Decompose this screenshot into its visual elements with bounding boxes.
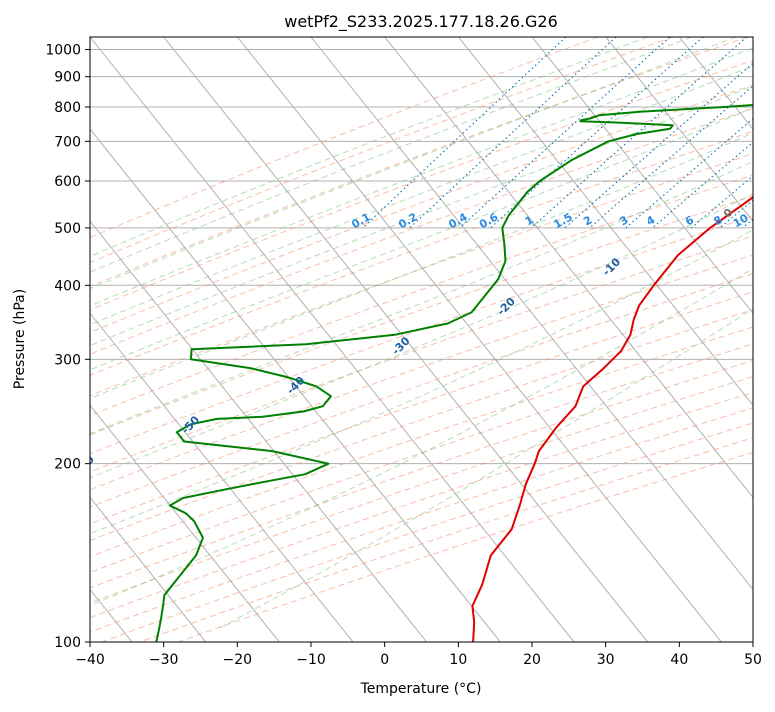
isotherm-line <box>606 37 775 642</box>
y-tick-label: 1000 <box>45 43 81 59</box>
dry-adiabat <box>0 37 775 647</box>
dry-adiabat <box>0 37 748 647</box>
moist-adiabat <box>0 37 648 629</box>
mixing-ratio-line <box>363 37 566 228</box>
y-tick-label: 500 <box>54 221 81 237</box>
isotherm-line <box>532 37 775 642</box>
isotherm-line <box>90 37 574 642</box>
x-axis-title: Temperature (°C) <box>360 681 482 697</box>
dry-adiabat <box>0 37 775 647</box>
dry-adiabat <box>0 37 775 647</box>
dry-adiabat <box>0 37 775 647</box>
x-tick-label: −30 <box>149 652 179 668</box>
isotherm-line <box>0 37 427 642</box>
x-tick-label: −40 <box>75 652 105 668</box>
dry-adiabat <box>0 37 775 647</box>
y-tick-label: 800 <box>54 100 81 116</box>
dry-adiabat <box>0 37 775 647</box>
dry-adiabat <box>0 37 775 647</box>
y-tick-label: 300 <box>54 352 81 368</box>
dry-adiabat <box>0 37 775 647</box>
isotherm-label: -10 <box>600 255 623 278</box>
y-tick-label: 700 <box>54 134 81 150</box>
dry-adiabat <box>0 37 775 647</box>
x-tick-label: 20 <box>523 652 541 668</box>
mixing-ratio-line <box>531 37 747 228</box>
y-tick-label: 100 <box>54 635 81 651</box>
dry-adiabat <box>0 37 775 647</box>
dry-adiabat <box>12 37 775 647</box>
x-tick-label: −20 <box>223 652 253 668</box>
dewpoint-line <box>156 45 775 643</box>
dry-adiabat <box>0 37 775 647</box>
mixing-ratio-line <box>652 37 775 228</box>
isotherm-label: -30 <box>389 334 412 357</box>
dry-adiabat <box>0 37 775 647</box>
y-tick-label: 200 <box>54 457 81 473</box>
x-tick-label: 10 <box>449 652 467 668</box>
x-tick-label: 30 <box>597 652 615 668</box>
isotherm-line <box>237 37 721 642</box>
mixing-ratio-label: 13 <box>758 211 775 230</box>
x-tick-label: 50 <box>744 652 762 668</box>
line-labels: 0.10.20.40.611.52346810131620253036-100-… <box>0 75 775 636</box>
dry-adiabat <box>0 37 775 647</box>
dry-adiabat <box>0 37 775 647</box>
isotherm-label: -20 <box>495 295 518 318</box>
isotherm-line <box>458 37 775 642</box>
dry-adiabat <box>0 37 775 647</box>
mixing-ratio-line <box>770 37 775 228</box>
x-tick-label: −10 <box>296 652 326 668</box>
isotherm-line <box>16 37 500 642</box>
mixing-ratio-line <box>691 37 775 228</box>
isotherm-line <box>0 37 206 642</box>
mixing-ratio-line <box>743 37 775 228</box>
dry-adiabat <box>0 37 775 647</box>
dry-adiabat <box>163 37 775 647</box>
mixing-ratio-line <box>410 37 616 228</box>
plot-frame <box>90 37 753 642</box>
x-tick-label: 40 <box>670 652 688 668</box>
isotherm-line <box>679 37 775 642</box>
background-lines <box>0 37 775 647</box>
y-tick-label: 900 <box>54 70 81 86</box>
axis-ticks: −40 −30 −20 −10 0 10 20 30 40 50 100 200 300 400 500 60… <box>45 43 762 668</box>
isotherm-line <box>0 37 58 642</box>
mixing-ratio-line <box>720 37 775 228</box>
mixing-ratio-label: 3 <box>618 213 631 228</box>
y-tick-label: 600 <box>54 174 81 190</box>
x-tick-label: 0 <box>380 652 389 668</box>
dry-adiabat <box>0 37 775 647</box>
sounding-lines <box>156 45 775 643</box>
mixing-ratio-label: 4 <box>644 213 657 228</box>
isotherm-line <box>753 37 775 642</box>
isotherm-line <box>0 37 353 642</box>
y-axis-title: Pressure (hPa) <box>12 289 28 389</box>
dry-adiabat <box>0 37 673 647</box>
y-tick-label: 400 <box>54 278 81 294</box>
chart-title: wetPf2_S233.2025.177.18.26.G26 <box>284 12 558 32</box>
moist-adiabat <box>217 37 775 629</box>
isotherm-label: -50 <box>179 413 202 436</box>
